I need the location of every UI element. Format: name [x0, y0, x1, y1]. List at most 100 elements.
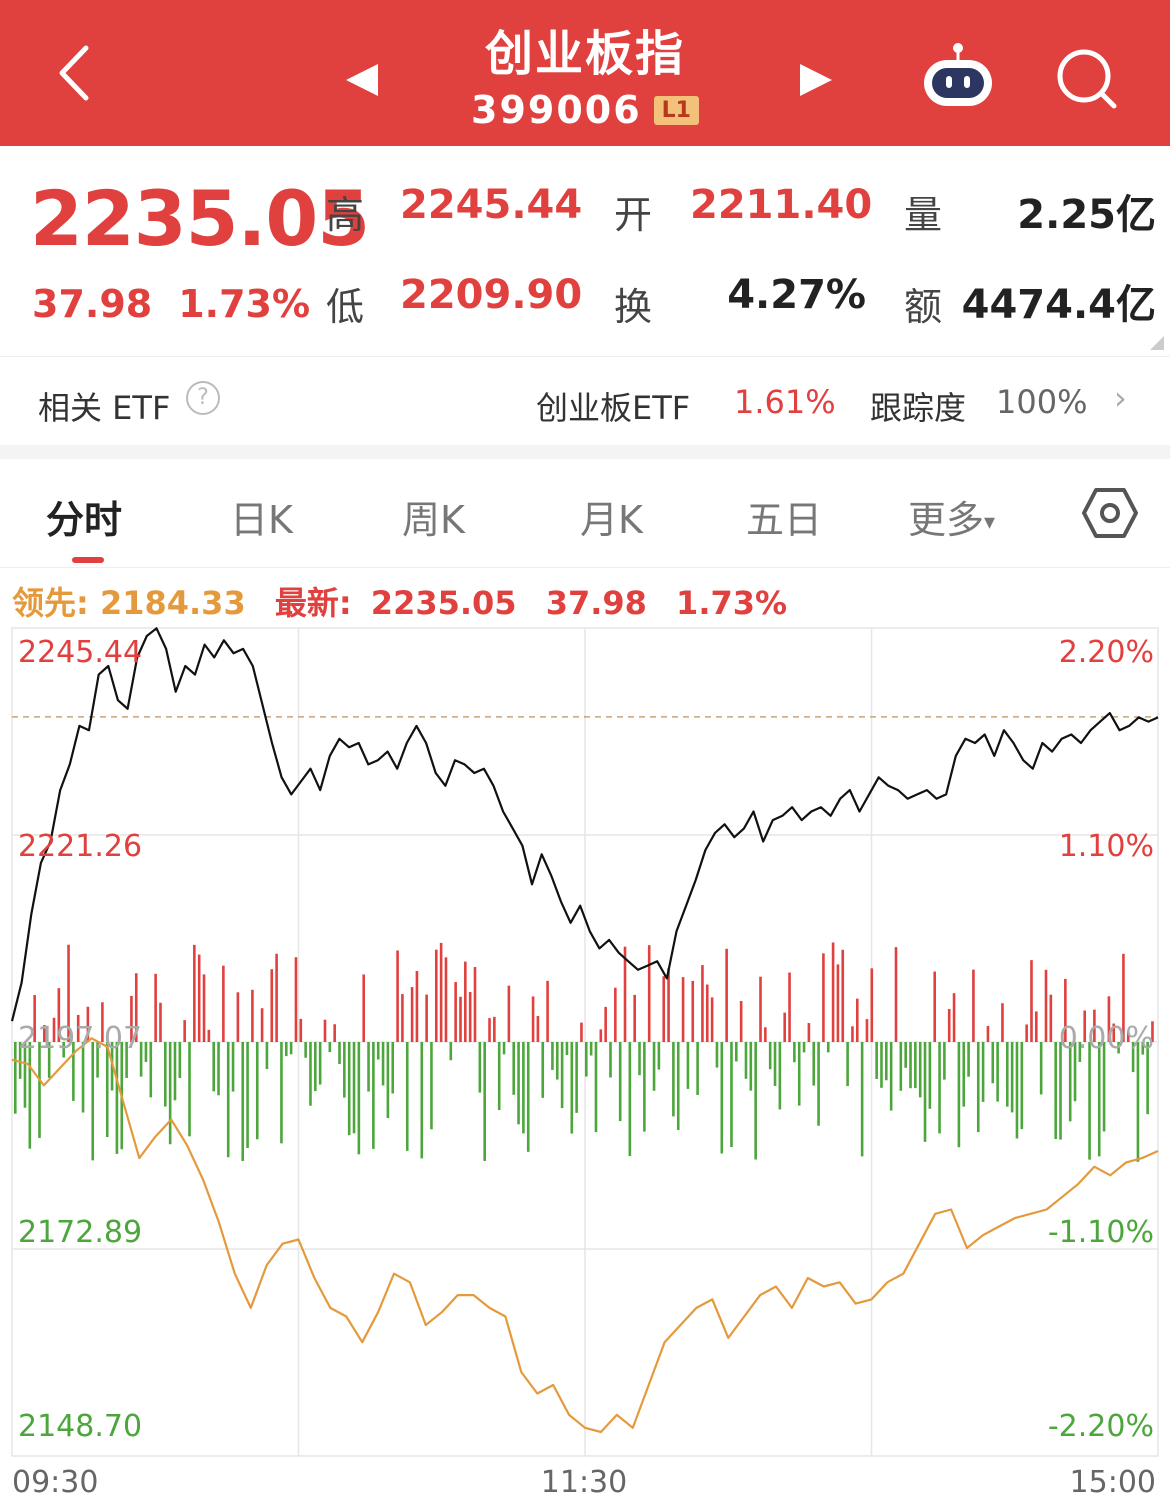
- volume-bar-up: [1044, 969, 1048, 1042]
- volume-bar-down: [284, 1042, 288, 1057]
- volume-bar-up: [425, 994, 428, 1042]
- volume-bar-down: [144, 1042, 148, 1062]
- volume-bar-down: [768, 1042, 772, 1070]
- volume-bar-up: [1093, 1009, 1096, 1042]
- volume-bar-up: [662, 976, 666, 1042]
- volume-bar-down: [880, 1042, 883, 1088]
- tab-weekly-k[interactable]: 周K: [402, 498, 465, 542]
- change-value: 37.98: [32, 282, 153, 326]
- volume-bar-up: [396, 950, 399, 1042]
- volume-bar-down: [28, 1042, 32, 1149]
- volume-bar-down: [575, 1042, 578, 1113]
- volume-bar-down: [943, 1042, 946, 1080]
- robot-assistant-icon[interactable]: [918, 40, 998, 110]
- volume-bar-up: [604, 1006, 607, 1042]
- volume-bar-up: [202, 974, 206, 1042]
- expand-corner-icon[interactable]: [1150, 336, 1164, 350]
- volume-bar-up: [764, 1027, 767, 1042]
- volume-bar-down: [696, 1042, 699, 1095]
- volume-bar-down: [778, 1042, 782, 1110]
- y-axis-left-label: 2197.07: [18, 1021, 142, 1056]
- tracking-value: 100%: [996, 383, 1088, 421]
- volume-bar-up: [401, 994, 404, 1042]
- volume-bar-down: [304, 1042, 307, 1058]
- previous-stock-icon[interactable]: [342, 60, 382, 100]
- y-axis-right-label: 2.20%: [1059, 635, 1154, 670]
- volume-bar-up: [851, 1026, 854, 1042]
- volume-bar-up: [43, 1025, 46, 1042]
- volume-bar-down: [217, 1042, 220, 1096]
- volume-bar-down: [638, 1042, 641, 1076]
- volume-bar-down: [555, 1042, 559, 1080]
- volume-bar-up: [633, 994, 636, 1042]
- volume-bar-down: [18, 1042, 22, 1079]
- etf-change: 1.61%: [734, 383, 836, 421]
- volume-bar-down: [1015, 1042, 1019, 1139]
- volume-bar-down: [280, 1042, 283, 1144]
- volume-bar-up: [705, 984, 709, 1042]
- y-axis-right-label: 0.00%: [1059, 1021, 1154, 1056]
- lead-index-line: [11, 1037, 1159, 1434]
- amount-label: 额: [904, 285, 943, 329]
- back-icon[interactable]: [48, 38, 118, 108]
- settings-hexagon-icon[interactable]: [1082, 487, 1138, 539]
- volume-bar-up: [986, 1025, 990, 1042]
- volume-bar-up: [681, 977, 685, 1042]
- volume-bar-up: [52, 1017, 56, 1042]
- price-line: [10, 627, 1159, 1022]
- volume-bar-down: [318, 1042, 322, 1085]
- volume-bar-up: [459, 996, 462, 1042]
- volume-bar-up: [894, 947, 898, 1042]
- intraday-chart[interactable]: 2245.44 2221.26 2197.07 2172.89 2148.70 2.20%…: [0, 626, 1170, 1504]
- related-etf-row[interactable]: 相关 ETF ? 创业板ETF 1.61% 跟踪度 100% ›: [0, 357, 1170, 445]
- volume-bar-down: [338, 1042, 341, 1064]
- volume-bar-up: [710, 997, 714, 1042]
- volume-bar-down: [797, 1042, 801, 1106]
- section-gap: [0, 445, 1170, 459]
- chart-tabs: 分时 日K 周K 月K 五日 更多▾: [0, 459, 1170, 568]
- volume-bar-down: [1131, 1042, 1135, 1073]
- volume-bar-up: [855, 998, 859, 1042]
- volume-bar-down: [962, 1042, 966, 1107]
- page-title: 创业板指: [484, 26, 685, 82]
- volume-bar-down: [38, 1042, 41, 1138]
- volume-bar-down: [551, 1042, 554, 1070]
- tab-five-day[interactable]: 五日: [746, 498, 823, 542]
- volume-bar-up: [260, 1008, 264, 1042]
- turnover-label: 换: [614, 285, 653, 329]
- lead-index-value: 2184.33: [99, 584, 246, 622]
- volume-bar-up: [865, 1019, 869, 1042]
- volume-bar-up: [275, 953, 278, 1042]
- volume-bar-up: [836, 964, 840, 1042]
- volume-bar-down: [72, 1042, 75, 1101]
- volume-bar-up: [933, 971, 937, 1042]
- tab-daily-k[interactable]: 日K: [230, 498, 293, 542]
- volume-bar-down: [91, 1042, 95, 1161]
- latest-value: 2235.05: [370, 584, 517, 622]
- volume-bar-down: [817, 1042, 820, 1126]
- volume-bar-up: [788, 972, 791, 1042]
- open-label: 开: [614, 193, 653, 237]
- volume-bar-down: [938, 1042, 941, 1134]
- volume-bar-down: [372, 1042, 375, 1149]
- next-stock-icon[interactable]: [796, 60, 836, 100]
- volume-bar-down: [1020, 1042, 1024, 1130]
- volume-bar-down: [405, 1042, 409, 1151]
- search-icon[interactable]: [1054, 46, 1120, 112]
- volume-bar-down: [178, 1042, 182, 1079]
- volume-bar-up: [870, 968, 874, 1042]
- tab-more[interactable]: 更多▾: [908, 489, 995, 544]
- volume-bar-down: [478, 1042, 482, 1093]
- tab-intraday[interactable]: 分时: [46, 498, 123, 542]
- volume-bar-down: [367, 1042, 370, 1092]
- volume-bar-down: [386, 1042, 390, 1119]
- chart-info-line: 领先: 2184.33 最新: 2235.05 37.98 1.73%: [12, 578, 787, 624]
- volume-bar-up: [507, 985, 511, 1042]
- volume-bar-down: [343, 1042, 346, 1098]
- help-icon[interactable]: ?: [186, 381, 220, 415]
- volume-bar-up: [822, 953, 825, 1042]
- volume-bar-down: [1068, 1042, 1072, 1122]
- volume-bar-up: [251, 989, 254, 1042]
- volume-bar-down: [526, 1042, 530, 1152]
- tab-monthly-k[interactable]: 月K: [580, 498, 643, 542]
